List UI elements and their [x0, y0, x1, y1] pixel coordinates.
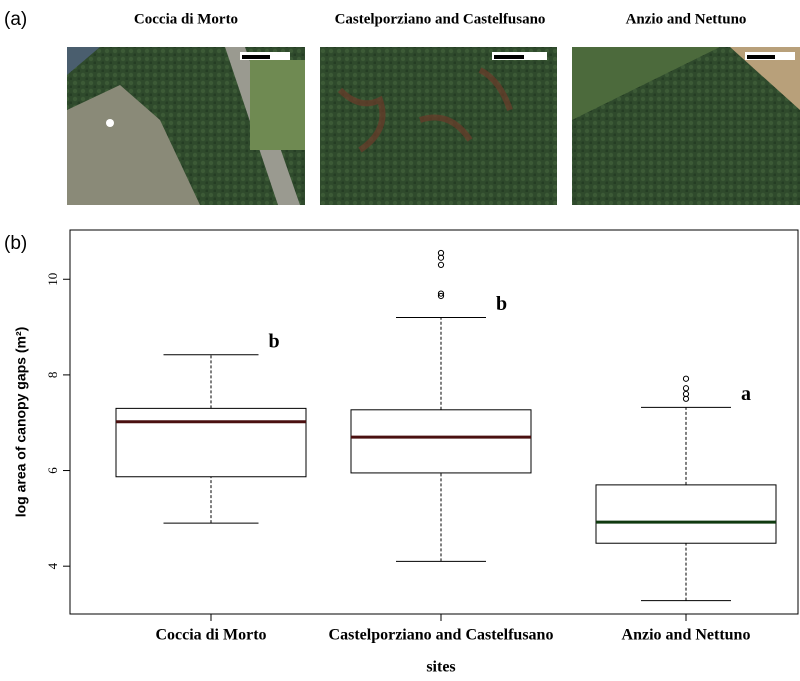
outlier: [682, 385, 690, 392]
box: [350, 409, 532, 474]
y-tick-label: 8: [45, 372, 60, 379]
y-tick-label: 4: [45, 562, 60, 569]
outlier: [437, 249, 445, 257]
y-tick-label: 10: [45, 273, 60, 286]
significance-letter: a: [741, 383, 751, 405]
outlier: [682, 390, 690, 398]
significance-letter: b: [496, 293, 507, 315]
outlier: [682, 375, 690, 382]
image-title: Coccia di Morto: [134, 11, 238, 27]
plot-frame: [69, 229, 799, 615]
panel-label: (a): [4, 9, 27, 30]
image-title: Anzio and Nettuno: [626, 11, 747, 27]
x-tick-label: Anzio and Nettuno: [622, 627, 751, 644]
aerial-image: [320, 47, 557, 205]
box: [115, 407, 307, 478]
image-title: Castelporziano and Castelfusano: [335, 11, 546, 27]
outlier: [437, 261, 445, 269]
aerial-image: [572, 47, 800, 205]
outlier: [437, 290, 445, 297]
outlier: [437, 292, 445, 300]
x-tick-label: Castelporziano and Castelfusano: [329, 627, 554, 644]
x-axis-label: sites: [426, 659, 455, 676]
x-tick-label: Coccia di Morto: [155, 627, 266, 644]
y-axis-label: log area of canopy gaps (m²): [13, 327, 29, 518]
aerial-image: [67, 47, 305, 205]
significance-letter: b: [269, 330, 280, 352]
box: [595, 484, 777, 544]
y-tick-label: 6: [45, 467, 60, 474]
panel-label: (b): [4, 233, 27, 254]
